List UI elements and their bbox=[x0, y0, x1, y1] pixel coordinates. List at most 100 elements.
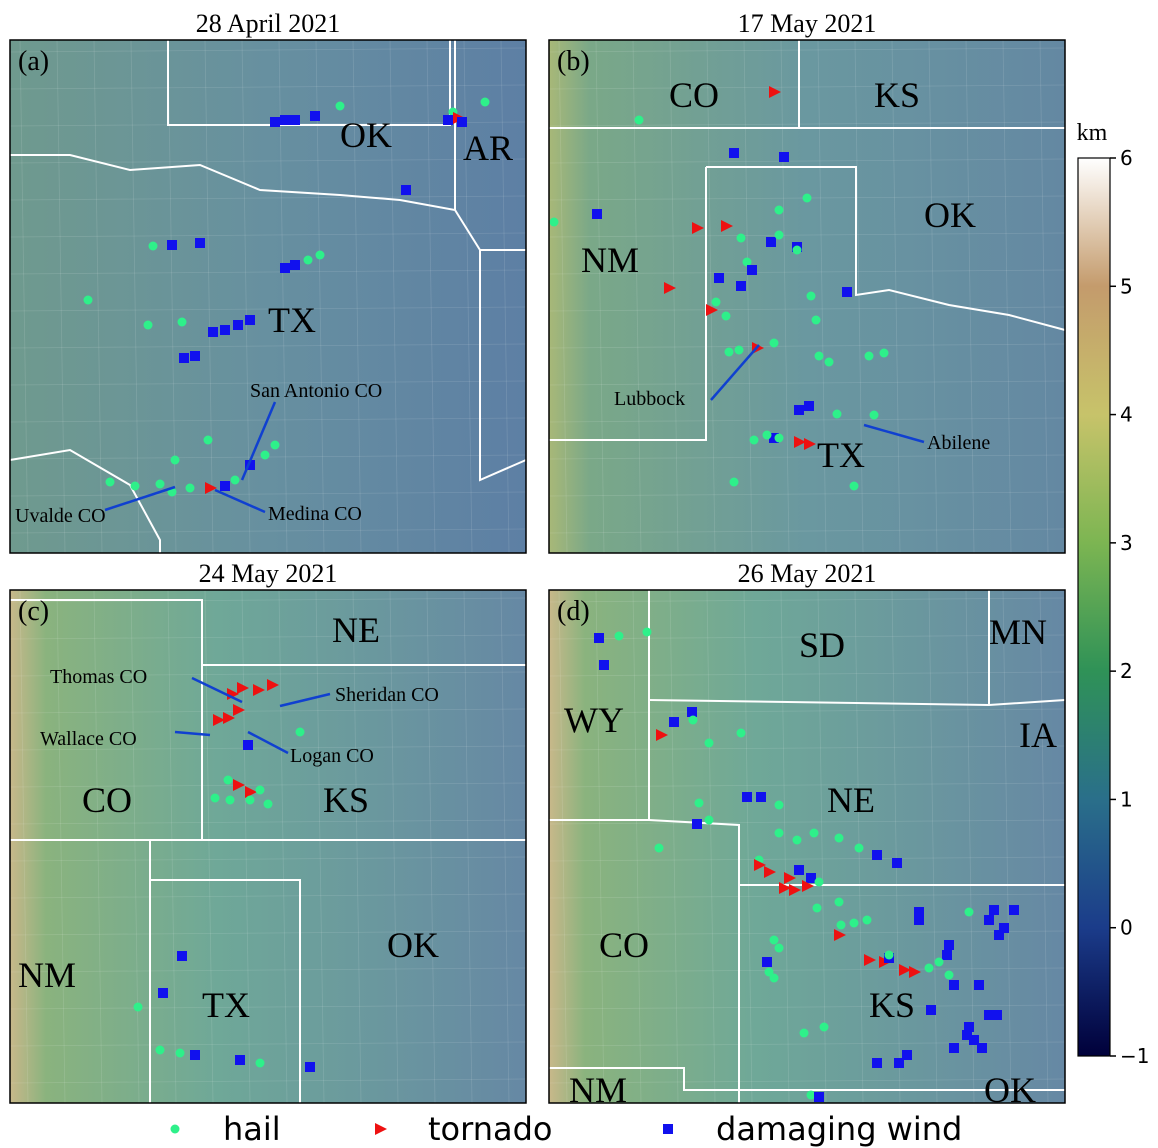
panel-label: (d) bbox=[557, 596, 590, 627]
hail-marker bbox=[770, 936, 779, 945]
hail-marker bbox=[712, 298, 721, 307]
wind-marker bbox=[167, 240, 177, 250]
hail-marker bbox=[793, 836, 802, 845]
hail-marker bbox=[813, 904, 822, 913]
state-label: OK bbox=[984, 1070, 1036, 1110]
wind-marker bbox=[305, 1062, 315, 1072]
hail-marker bbox=[271, 441, 280, 450]
hail-marker bbox=[730, 478, 739, 487]
wind-marker bbox=[280, 115, 290, 125]
wind-marker bbox=[290, 115, 300, 125]
panel-title: 28 April 2021 bbox=[196, 9, 340, 38]
wind-marker bbox=[692, 819, 702, 829]
state-label: NM bbox=[569, 1070, 627, 1110]
hail-marker bbox=[837, 921, 846, 930]
map-panel: (d)SDMNWYIANECOKSNMOK bbox=[549, 590, 1065, 1110]
hail-marker bbox=[965, 908, 974, 917]
wind-marker bbox=[663, 1124, 673, 1134]
wind-marker bbox=[942, 950, 952, 960]
hail-marker bbox=[810, 829, 819, 838]
wind-marker bbox=[310, 111, 320, 121]
hail-marker bbox=[149, 242, 158, 251]
state-label: NM bbox=[18, 955, 76, 995]
hail-marker bbox=[550, 218, 559, 227]
wind-marker bbox=[208, 327, 218, 337]
hail-marker bbox=[935, 958, 944, 967]
wind-marker bbox=[736, 281, 746, 291]
state-label: CO bbox=[599, 925, 649, 965]
annotation: Thomas CO bbox=[50, 666, 147, 688]
colorbar-tick-label: 6 bbox=[1120, 146, 1133, 170]
annotation: Sheridan CO bbox=[335, 684, 439, 706]
hail-marker bbox=[865, 352, 874, 361]
hail-marker bbox=[775, 944, 784, 953]
wind-marker bbox=[235, 1055, 245, 1065]
hail-marker bbox=[833, 410, 842, 419]
hail-marker bbox=[156, 1046, 165, 1055]
hail-marker bbox=[835, 834, 844, 843]
wind-marker bbox=[177, 951, 187, 961]
colorbar-tick-label: 4 bbox=[1120, 403, 1133, 427]
hail-marker bbox=[131, 482, 140, 491]
hail-marker bbox=[643, 628, 652, 637]
wind-marker bbox=[806, 873, 816, 883]
panel-title: 26 May 2021 bbox=[738, 559, 877, 588]
hail-marker bbox=[775, 231, 784, 240]
hail-marker bbox=[171, 456, 180, 465]
wind-marker bbox=[949, 1043, 959, 1053]
hail-marker bbox=[820, 1023, 829, 1032]
hail-marker bbox=[211, 794, 220, 803]
legend-label: hail bbox=[223, 1110, 281, 1148]
hail-marker bbox=[689, 716, 698, 725]
hail-marker bbox=[635, 116, 644, 125]
colorbar-tick-label: 3 bbox=[1120, 531, 1133, 555]
state-label: NE bbox=[827, 780, 875, 820]
wind-marker bbox=[220, 325, 230, 335]
state-label: TX bbox=[268, 300, 316, 340]
wind-marker bbox=[894, 1058, 904, 1068]
wind-marker bbox=[914, 915, 924, 925]
hail-marker bbox=[815, 352, 824, 361]
wind-marker bbox=[872, 1058, 882, 1068]
hail-marker bbox=[705, 816, 714, 825]
wind-marker bbox=[814, 1092, 824, 1102]
wind-marker bbox=[762, 957, 772, 967]
wind-marker bbox=[270, 117, 280, 127]
map-panel: (b)COKSOKNMTXLubbockAbilene bbox=[549, 40, 1065, 553]
hail-marker bbox=[176, 1049, 185, 1058]
wind-marker bbox=[687, 707, 697, 717]
wind-marker bbox=[158, 988, 168, 998]
hail-marker bbox=[178, 318, 187, 327]
wind-marker bbox=[220, 481, 230, 491]
wind-marker bbox=[842, 287, 852, 297]
wind-marker bbox=[599, 660, 609, 670]
hail-marker bbox=[261, 451, 270, 460]
state-label: AR bbox=[463, 128, 513, 168]
state-label: OK bbox=[924, 195, 976, 235]
wind-marker bbox=[195, 238, 205, 248]
hail-marker bbox=[775, 206, 784, 215]
wind-marker bbox=[949, 980, 959, 990]
hail-marker bbox=[224, 776, 233, 785]
hail-marker bbox=[793, 246, 802, 255]
hail-marker bbox=[256, 1059, 265, 1068]
hail-marker bbox=[655, 844, 664, 853]
wind-marker bbox=[944, 940, 954, 950]
colorbar-tick-label: 0 bbox=[1120, 916, 1133, 940]
hail-marker bbox=[336, 102, 345, 111]
hail-marker bbox=[106, 478, 115, 487]
hail-marker bbox=[775, 801, 784, 810]
annotation: Wallace CO bbox=[40, 728, 137, 750]
wind-marker bbox=[794, 865, 804, 875]
annotation: Lubbock bbox=[614, 388, 685, 410]
wind-marker bbox=[984, 915, 994, 925]
hail-marker bbox=[863, 916, 872, 925]
wind-marker bbox=[742, 792, 752, 802]
colorbar-unit: km bbox=[1077, 120, 1108, 146]
hail-marker bbox=[316, 251, 325, 260]
hail-marker bbox=[885, 951, 894, 960]
hail-marker bbox=[925, 964, 934, 973]
wind-marker bbox=[714, 273, 724, 283]
hail-marker bbox=[855, 844, 864, 853]
wind-marker bbox=[179, 353, 189, 363]
